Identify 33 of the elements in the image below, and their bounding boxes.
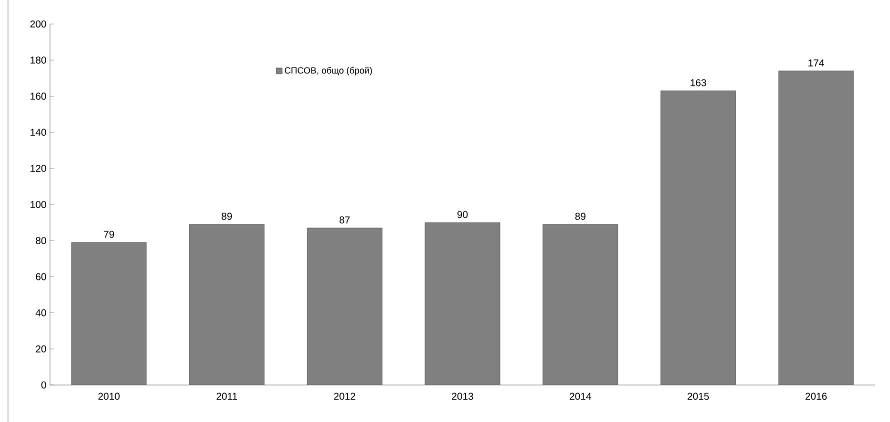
x-tick-label: 2012 [334, 392, 356, 400]
data-label: 89 [222, 212, 232, 220]
y-tick-label: 200 [30, 20, 46, 28]
x-tick-label: 2016 [806, 392, 827, 400]
bar [71, 242, 147, 385]
bar [542, 224, 618, 385]
x-tick-label: 2010 [98, 392, 120, 400]
x-tick-label: 2015 [688, 392, 709, 400]
data-label: 90 [457, 210, 468, 218]
data-label: 79 [104, 230, 114, 238]
y-tick-label: 80 [36, 237, 46, 244]
bar [660, 90, 736, 385]
y-tick-label: 0 [41, 381, 46, 389]
y-tick-label: 160 [30, 92, 46, 100]
bar [189, 224, 264, 385]
y-tick-label: 100 [30, 200, 46, 208]
y-tick-label: 140 [30, 128, 46, 136]
legend-label: СПСОВ, общо (брой) [284, 66, 372, 76]
bar [778, 70, 854, 385]
data-label: 163 [690, 79, 706, 86]
y-tick-label: 180 [30, 56, 46, 64]
y-tick-label: 20 [36, 345, 46, 352]
x-tick-label: 2014 [570, 392, 592, 400]
y-tick-label: 40 [36, 309, 46, 316]
x-tick-label: 2011 [216, 392, 238, 400]
data-label: 89 [575, 212, 586, 220]
x-tick-label: 2013 [452, 392, 474, 400]
y-tick-label: 60 [36, 273, 46, 280]
bar [424, 222, 500, 385]
y-tick-label: 120 [30, 164, 46, 172]
data-label: 87 [340, 216, 350, 224]
bar [306, 228, 382, 385]
data-label: 174 [808, 60, 824, 66]
